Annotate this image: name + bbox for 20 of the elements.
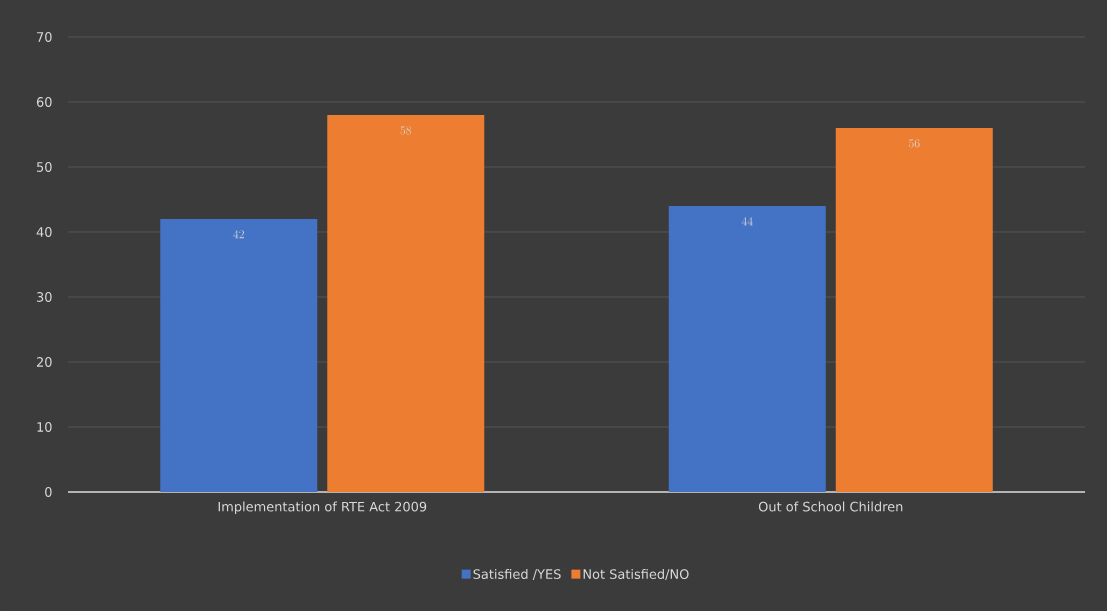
y-tick-label: 20 <box>36 357 52 367</box>
data-label: 58 <box>400 126 412 135</box>
data-label: 42 <box>233 230 245 239</box>
y-tick-label: 50 <box>37 162 52 172</box>
y-tick-label: 30 <box>36 292 52 302</box>
y-tick-label: 70 <box>37 32 52 42</box>
data-label: 56 <box>908 139 920 148</box>
bar <box>668 205 826 492</box>
y-tick-label: 40 <box>36 227 52 237</box>
bar <box>835 127 993 492</box>
data-label: 44 <box>741 217 753 226</box>
x-tick-label: Implementation of RTE Act 2009 <box>218 501 427 515</box>
bar <box>327 114 485 492</box>
y-tick-label: 10 <box>37 422 52 432</box>
x-tick-label: Out of School Children <box>758 501 903 512</box>
bar <box>160 218 318 492</box>
legend-label: Satisfied /YES <box>473 568 561 581</box>
legend-label: Not Satisfied/NO <box>583 568 689 581</box>
y-tick-label: 0 <box>45 487 52 497</box>
y-tick-label: 60 <box>36 97 52 107</box>
